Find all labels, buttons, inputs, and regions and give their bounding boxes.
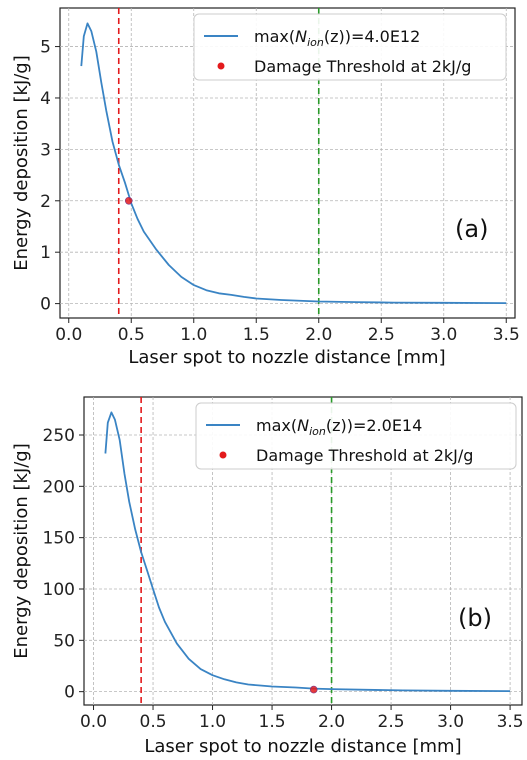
y-tick-label: 5 xyxy=(40,38,51,58)
y-tick-label: 200 xyxy=(43,477,75,497)
y-tick-label: 100 xyxy=(43,580,75,600)
panel-label-a: (a) xyxy=(455,215,488,243)
yticks-a: 0 1 2 3 4 5 xyxy=(40,38,60,315)
legend-series-math-b: N xyxy=(297,416,309,435)
y-tick-label: 3 xyxy=(40,140,51,160)
legend-point-swatch-b xyxy=(219,451,227,459)
legend-series-label-b: max(Nion(z))=2.0E14 xyxy=(256,416,422,438)
x-tick-label: 0.0 xyxy=(80,712,107,732)
y-tick-label: 50 xyxy=(53,631,75,651)
legend-series-suffix-a: (z))=4.0E12 xyxy=(324,27,420,46)
y-tick-label: 0 xyxy=(64,683,75,703)
legend-series-math-a: N xyxy=(295,27,307,46)
series-b xyxy=(104,411,511,694)
series-line xyxy=(104,411,511,692)
x-tick-label: 1.5 xyxy=(259,712,286,732)
xticks-a: 0.0 0.5 1.0 1.5 2.0 2.5 3.0 3.5 xyxy=(55,318,520,345)
threshold-point xyxy=(124,196,133,205)
y-tick-label: 4 xyxy=(40,89,51,109)
y-tick-label: 250 xyxy=(43,426,75,446)
xlabel-a: Laser spot to nozzle distance [mm] xyxy=(128,347,445,368)
xlabel-b: Laser spot to nozzle distance [mm] xyxy=(144,736,461,757)
series-a xyxy=(80,22,507,304)
ylabel-a: Energy deposition [kJ/g] xyxy=(11,55,32,271)
panel-label-b: (b) xyxy=(458,604,492,632)
y-tick-label: 1 xyxy=(40,243,51,263)
legend-box-a xyxy=(193,13,507,81)
x-tick-label: 1.0 xyxy=(180,325,207,345)
legend-a: max(Nion(z))=4.0E12 Damage Threshold at … xyxy=(193,13,507,81)
yticks-b: 0 50 100 150 200 250 xyxy=(43,426,84,703)
x-tick-label: 0.0 xyxy=(55,325,82,345)
x-tick-label: 1.5 xyxy=(243,325,270,345)
x-tick-label: 3.5 xyxy=(493,325,520,345)
y-tick-label: 2 xyxy=(40,192,51,212)
x-tick-label: 3.5 xyxy=(497,712,524,732)
ylabel-b: Energy deposition [kJ/g] xyxy=(11,443,32,659)
x-tick-label: 3.0 xyxy=(437,712,464,732)
legend-b: max(Nion(z))=2.0E14 Damage Threshold at … xyxy=(195,402,517,470)
legend-threshold-label-a: Damage Threshold at 2kJ/g xyxy=(254,57,471,76)
threshold-point xyxy=(309,685,318,694)
x-tick-label: 2.0 xyxy=(318,712,345,732)
chart-a: 0.0 0.5 1.0 1.5 2.0 2.5 3.0 3.5 0 1 2 3 4 5 Laser sp… xyxy=(11,7,520,368)
y-tick-label: 0 xyxy=(40,295,51,315)
xticks-b: 0.0 0.5 1.0 1.5 2.0 2.5 3.0 3.5 xyxy=(80,705,524,732)
legend-series-prefix-a: max( xyxy=(254,27,295,46)
legend-series-suffix-b: (z))=2.0E14 xyxy=(326,416,422,435)
x-tick-label: 2.0 xyxy=(305,325,332,345)
legend-series-sub-a: ion xyxy=(307,36,324,49)
x-tick-label: 1.0 xyxy=(199,712,226,732)
series-line xyxy=(80,22,507,304)
x-tick-label: 3.0 xyxy=(430,325,457,345)
legend-series-label-a: max(Nion(z))=4.0E12 xyxy=(254,27,420,49)
x-tick-label: 2.5 xyxy=(368,325,395,345)
chart-b: 0.0 0.5 1.0 1.5 2.0 2.5 3.0 3.5 0 50 100 150 200 250… xyxy=(11,396,524,757)
legend-point-swatch-a xyxy=(217,62,225,70)
x-tick-label: 0.5 xyxy=(140,712,167,732)
y-tick-label: 150 xyxy=(43,529,75,549)
legend-threshold-label-b: Damage Threshold at 2kJ/g xyxy=(256,446,473,465)
legend-box-b xyxy=(195,402,517,470)
legend-series-prefix-b: max( xyxy=(256,416,297,435)
legend-series-sub-b: ion xyxy=(309,425,326,438)
x-tick-label: 2.5 xyxy=(378,712,405,732)
x-tick-label: 0.5 xyxy=(118,325,145,345)
